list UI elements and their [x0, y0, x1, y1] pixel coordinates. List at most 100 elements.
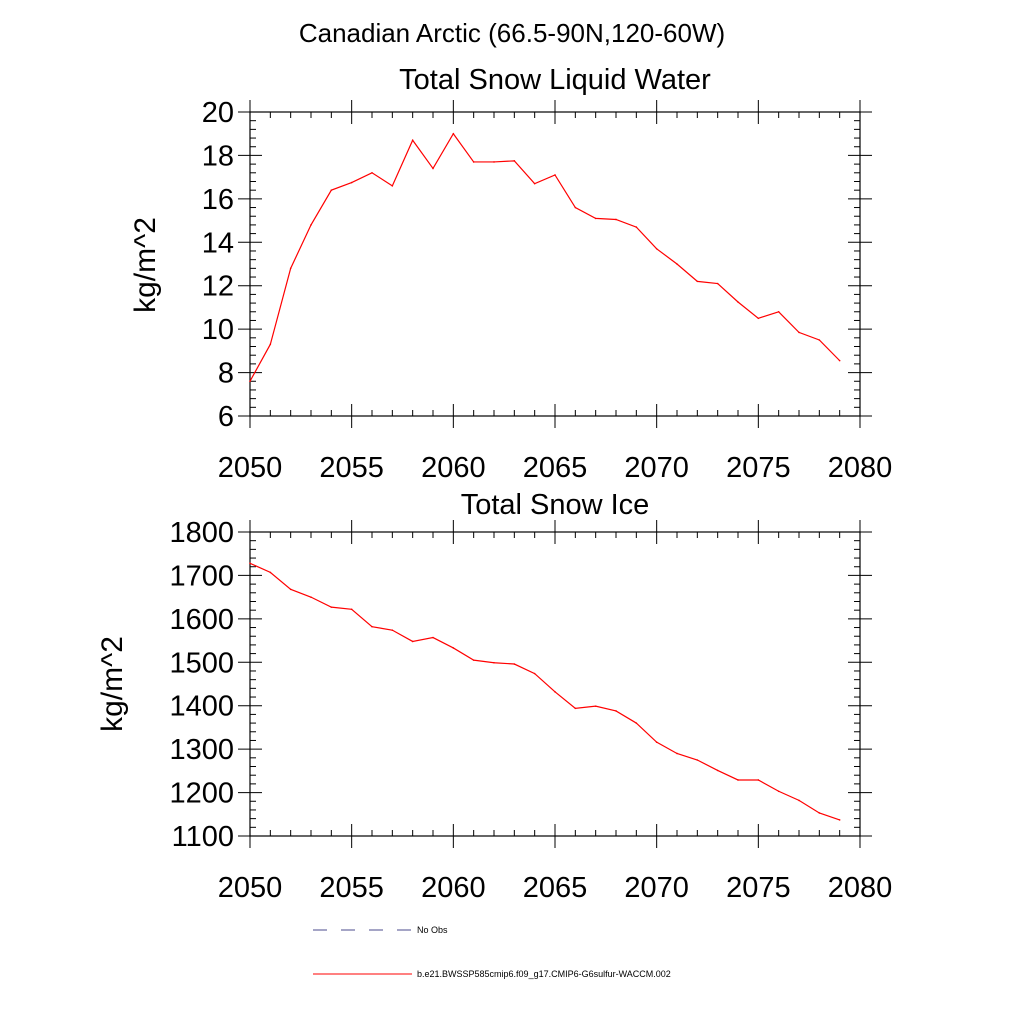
- y-tick-labels: 1100 1200 1300 1400 1500 1600 1700 1800: [169, 517, 234, 853]
- data-point: [411, 139, 414, 142]
- data-point: [635, 722, 638, 724]
- x-tick-label: 2080: [828, 452, 893, 484]
- legend-label: No Obs: [417, 925, 448, 935]
- data-point: [513, 160, 516, 162]
- y-tick-label: 1400: [169, 691, 234, 723]
- y-tick-label: 1200: [169, 778, 234, 810]
- x-tick-label: 2060: [421, 872, 486, 904]
- y-tick-label: 1700: [169, 560, 234, 592]
- data-point: [838, 359, 841, 362]
- legend-label: b.e21.BWSSP585cmip6.f09_g17.CMIP6-G6sulf…: [417, 969, 671, 979]
- data-point: [350, 181, 353, 184]
- data-point: [554, 691, 556, 693]
- y-tick-label: 10: [202, 314, 234, 346]
- data-point: [655, 248, 658, 250]
- y-tick-labels: 6 8 10 12 14 16 18 20: [202, 97, 234, 433]
- data-point: [574, 707, 577, 710]
- data-point: [249, 380, 251, 383]
- x-tick-label: 2070: [624, 872, 689, 904]
- data-point: [696, 280, 699, 283]
- x-tick-label: 2080: [828, 872, 893, 904]
- x-tick-label: 2065: [523, 452, 588, 484]
- data-point: [635, 226, 638, 228]
- data-point: [472, 161, 475, 163]
- y-tick-label: 1100: [172, 821, 234, 853]
- data-point: [615, 710, 617, 712]
- y-tick-label: 1600: [169, 604, 234, 636]
- y-tick-label: 14: [202, 227, 234, 259]
- data-point: [269, 343, 272, 346]
- series-line-model: [249, 562, 840, 821]
- x-tick-labels: 2050 2055 2060 2065 2070 2075 2080: [218, 872, 893, 904]
- data-point: [513, 663, 516, 665]
- data-point: [533, 672, 536, 675]
- data-point: [676, 752, 678, 755]
- data-point: [493, 661, 495, 664]
- x-tick-label: 2070: [624, 452, 689, 484]
- data-point: [432, 167, 434, 170]
- data-point: [615, 218, 617, 221]
- data-point: [757, 317, 760, 320]
- data-point: [594, 705, 597, 707]
- data-point: [391, 629, 394, 631]
- data-point: [330, 606, 333, 608]
- y-tick-label: 6: [218, 401, 234, 433]
- y-tick-label: 16: [202, 184, 234, 216]
- region-title: Canadian Arctic (66.5-90N,120-60W): [299, 18, 725, 48]
- data-point: [818, 812, 821, 814]
- data-point: [493, 161, 495, 163]
- x-tick-label: 2075: [726, 872, 791, 904]
- data-point: [716, 769, 719, 772]
- data-point: [452, 647, 455, 649]
- y-axis-label: kg/m^2: [96, 636, 129, 732]
- panel-snow-ice: Total Snow Ice kg/m^2 1100 1200 1300 1400 15…: [96, 489, 892, 904]
- x-tick-label: 2055: [319, 872, 384, 904]
- data-point: [574, 206, 577, 209]
- data-point: [737, 301, 739, 303]
- plot-frame: [249, 531, 861, 837]
- data-point: [371, 172, 373, 174]
- data-point: [716, 282, 719, 285]
- y-axis-label: kg/m^2: [129, 217, 162, 313]
- axis-ticks: [238, 100, 872, 428]
- data-point: [676, 263, 678, 265]
- plot-frame: [249, 111, 861, 417]
- x-tick-label: 2055: [319, 452, 384, 484]
- chart-title: Total Snow Ice: [461, 489, 650, 521]
- panel-snow-liquid-water: Total Snow Liquid Water kg/m^2 6 8 10 12 14 1…: [129, 64, 892, 484]
- axis-ticks: [238, 520, 872, 848]
- data-point: [289, 588, 292, 591]
- data-point: [798, 799, 800, 802]
- data-point: [737, 779, 739, 781]
- legend-item-obs: No Obs: [313, 925, 448, 935]
- data-point: [818, 339, 821, 341]
- y-tick-label: 12: [202, 271, 234, 303]
- data-point: [310, 224, 312, 226]
- data-point: [757, 779, 760, 781]
- data-point: [411, 640, 414, 643]
- x-tick-label: 2050: [218, 452, 283, 484]
- data-point: [554, 174, 556, 176]
- data-point: [655, 741, 658, 743]
- series-line-model: [249, 132, 841, 382]
- data-point: [472, 659, 475, 661]
- y-tick-label: 20: [202, 97, 234, 129]
- x-tick-label: 2065: [523, 872, 588, 904]
- legend-item-model: b.e21.BWSSP585cmip6.f09_g17.CMIP6-G6sulf…: [313, 969, 671, 979]
- data-point: [452, 132, 455, 135]
- data-point: [838, 819, 841, 821]
- data-point: [777, 790, 780, 793]
- data-point: [594, 217, 597, 220]
- x-tick-label: 2060: [421, 452, 486, 484]
- x-tick-label: 2050: [218, 872, 283, 904]
- data-point: [310, 596, 312, 598]
- data-point: [696, 759, 699, 761]
- data-point: [798, 331, 800, 334]
- data-point: [350, 608, 353, 611]
- data-point: [391, 185, 394, 187]
- data-point: [249, 562, 251, 565]
- chart-title: Total Snow Liquid Water: [399, 64, 711, 96]
- legend: No Obs b.e21.BWSSP585cmip6.f09_g17.CMIP6…: [313, 925, 671, 979]
- y-tick-label: 8: [218, 358, 234, 390]
